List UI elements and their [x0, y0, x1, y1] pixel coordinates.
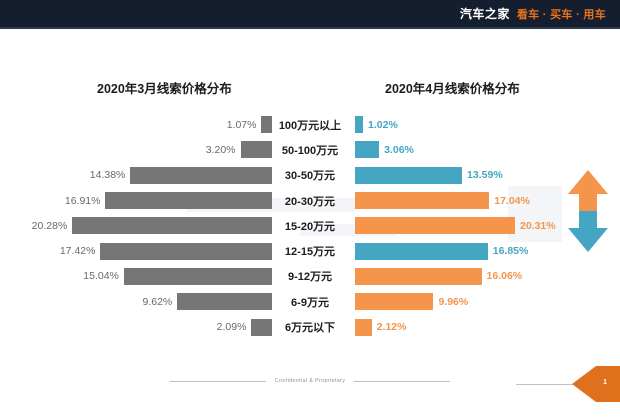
chart-title-left: 2020年3月线索价格分布 [97, 82, 232, 96]
category-label: 30-50万元 [284, 170, 336, 183]
left-bar [177, 293, 272, 311]
chart-row-right: 3.06% [355, 137, 560, 162]
right-bar [355, 293, 434, 311]
right-bar [355, 318, 372, 336]
category-label: 15-20万元 [284, 220, 336, 233]
brand-name: 汽车之家 [459, 7, 510, 21]
arrow-up-down-svg [568, 170, 608, 252]
chart-row: 1.07% 100万元以上 1.02% [0, 112, 620, 137]
category-label: 9-12万元 [287, 271, 333, 284]
chart-title-right: 2020年4月线索价格分布 [385, 82, 520, 96]
chart-row-right: 1.02% [355, 112, 560, 137]
chart-row-left: 1.07% [0, 112, 272, 137]
chart-row: 9.62% 6-9万元 9.96% [0, 289, 620, 314]
right-value-label: 2.12% [376, 321, 407, 334]
chart-row-right: 13.59% [355, 163, 560, 188]
left-bar [100, 242, 272, 260]
chart-row: 17.42% 12-15万元 16.85% [0, 238, 620, 263]
right-bar [355, 217, 515, 235]
left-value-label: 2.09% [216, 321, 247, 334]
right-value-label: 9.96% [438, 295, 469, 308]
category-label: 6万元以下 [284, 322, 336, 335]
butterfly-bar-chart: 1.07% 100万元以上 1.02% 3.20% 50-100万元 3.06% 14.38… [0, 112, 620, 340]
footer-text: Confidential & Proprietary [274, 378, 346, 384]
page-marker-shape [572, 366, 620, 402]
left-value-label: 3.20% [205, 143, 236, 156]
chart-row-right: 17.04% [355, 188, 560, 213]
page-number: 1 [603, 379, 607, 386]
category-label: 12-15万元 [284, 246, 336, 259]
chart-row-left: 17.42% [0, 238, 272, 263]
right-bar [355, 166, 463, 184]
chart-row: 16.91% 20-30万元 17.04% [0, 188, 620, 213]
left-value-label: 20.28% [31, 219, 68, 232]
brand-logo: 汽车之家 看车 · 买车 · 用车 [460, 5, 606, 22]
right-bar [355, 116, 364, 134]
left-bar [130, 166, 272, 184]
chart-row-left: 14.38% [0, 163, 272, 188]
left-value-label: 16.91% [64, 194, 101, 207]
left-bar [251, 318, 272, 336]
left-value-label: 17.42% [59, 245, 96, 258]
page-marker [562, 366, 620, 402]
category-label: 20-30万元 [284, 195, 336, 208]
brand-slogan: 看车 · 买车 · 用车 [516, 9, 606, 21]
right-value-label: 17.04% [494, 194, 530, 207]
right-bar [355, 141, 380, 159]
app-header: 汽车之家 看车 · 买车 · 用车 [0, 0, 620, 29]
chart-row: 15.04% 9-12万元 16.06% [0, 264, 620, 289]
category-label: 50-100万元 [281, 144, 339, 157]
left-bar [240, 141, 272, 159]
left-value-label: 15.04% [83, 270, 119, 283]
chart-row-right: 9.96% [355, 289, 560, 314]
chart-row-right: 20.31% [355, 213, 560, 238]
chart-row-left: 15.04% [0, 264, 272, 289]
left-value-label: 1.07% [226, 118, 257, 131]
chart-row-right: 2.12% [355, 314, 560, 339]
chart-row-left: 16.91% [0, 188, 272, 213]
right-bar [355, 242, 488, 260]
right-value-label: 3.06% [384, 143, 414, 156]
chart-row-left: 2.09% [0, 314, 272, 339]
footer-divider-left [169, 380, 266, 382]
chart-row-left: 20.28% [0, 213, 272, 238]
right-value-label: 13.59% [467, 169, 503, 182]
chart-row-right: 16.85% [355, 238, 560, 263]
right-bar [355, 267, 482, 285]
left-bar [105, 192, 272, 210]
right-value-label: 16.06% [486, 270, 523, 283]
left-value-label: 14.38% [89, 169, 126, 182]
footer: Confidential & Proprietary [0, 378, 620, 384]
chart-row: 2.09% 6万元以下 2.12% [0, 314, 620, 339]
trend-arrows [566, 168, 610, 254]
chart-row-left: 3.20% [0, 137, 272, 162]
chart-row: 14.38% 30-50万元 13.59% [0, 163, 620, 188]
arrow-down-icon [568, 211, 608, 252]
chart-row-right: 16.06% [355, 264, 560, 289]
chart-row-left: 9.62% [0, 289, 272, 314]
footer-divider-right [354, 380, 451, 382]
right-bar [355, 192, 490, 210]
left-bar [123, 267, 272, 285]
category-label: 6-9万元 [291, 296, 329, 309]
left-bar [261, 116, 272, 134]
right-value-label: 20.31% [520, 219, 556, 232]
arrow-up-icon [568, 170, 608, 211]
chart-row: 3.20% 50-100万元 3.06% [0, 137, 620, 162]
left-bar [72, 217, 272, 235]
category-label: 100万元以上 [278, 119, 342, 132]
right-value-label: 1.02% [368, 118, 398, 131]
left-value-label: 9.62% [142, 295, 173, 308]
chart-row: 20.28% 15-20万元 20.31% [0, 213, 620, 238]
right-value-label: 16.85% [492, 245, 529, 258]
page-marker-rule [516, 384, 576, 385]
